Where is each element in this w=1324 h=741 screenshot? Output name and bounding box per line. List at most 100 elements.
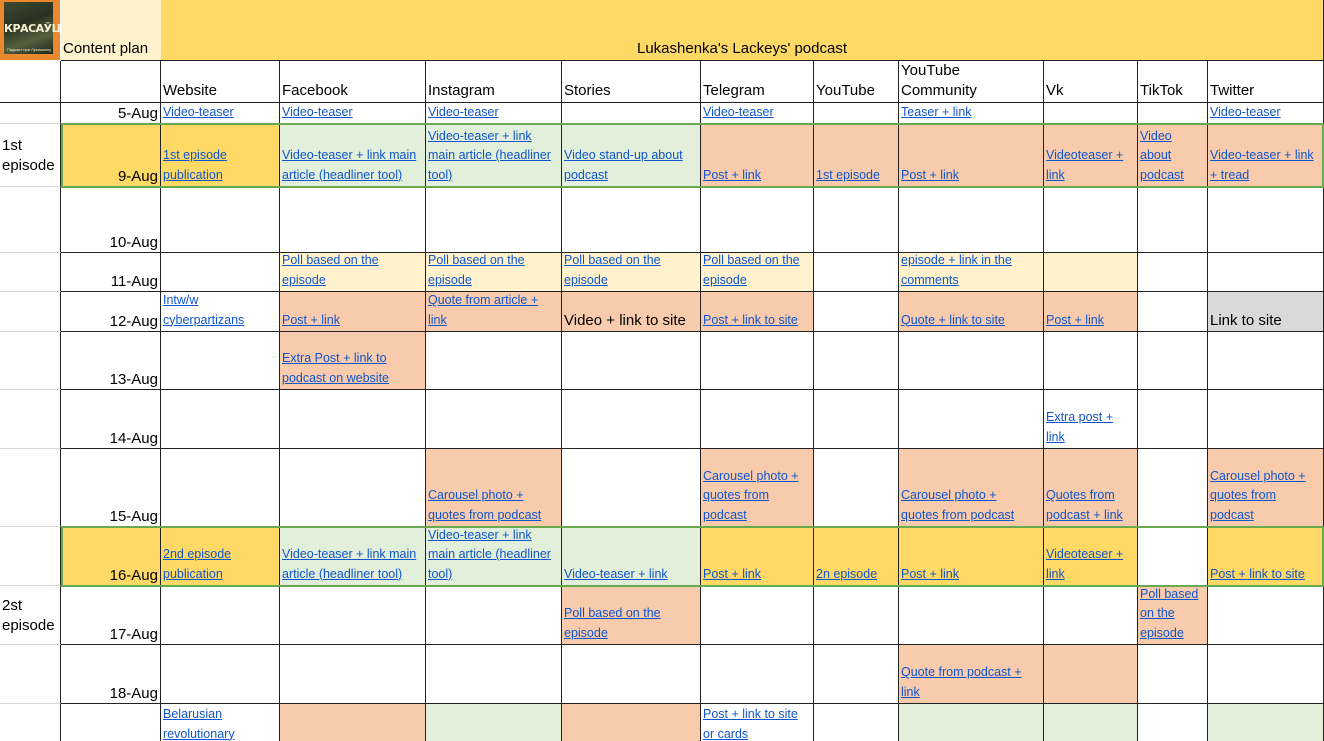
plan-cell-youtube-community[interactable]: episode + link in the comments	[899, 253, 1044, 292]
cell-link[interactable]: 1st episode	[816, 167, 880, 182]
cell-link[interactable]: Poll based on the episode	[564, 253, 661, 287]
content-plan-title-cell[interactable]: Content plan	[61, 0, 161, 61]
plan-cell-vk[interactable]: Extra post + link	[1044, 390, 1138, 449]
cell-link[interactable]: Video-teaser + link main article (headli…	[282, 148, 417, 182]
date-cell[interactable]: 14-Aug	[61, 390, 161, 449]
cell-link[interactable]: Extra Post + link to podcast on website	[282, 351, 390, 385]
plan-cell-vk[interactable]: Videoteaser + link	[1044, 124, 1138, 187]
plan-cell-telegram[interactable]: Poll based on the episode	[701, 253, 814, 292]
column-header-instagram[interactable]: Instagram	[426, 61, 562, 103]
episode-label-cell[interactable]	[0, 103, 61, 124]
column-header-vk[interactable]: Vk	[1044, 61, 1138, 103]
cell-link[interactable]: Carousel photo + quotes from podcast	[703, 468, 799, 522]
column-header-stories[interactable]: Stories	[562, 61, 701, 103]
plan-cell-website[interactable]: Belarusian revolutionary	[161, 704, 280, 741]
episode-label-cell[interactable]	[0, 449, 61, 527]
plan-cell-facebook[interactable]	[280, 390, 426, 449]
plan-cell-vk[interactable]	[1044, 253, 1138, 292]
plan-cell-instagram[interactable]: Carousel photo + quotes from podcast	[426, 449, 562, 527]
plan-cell-youtube-community[interactable]: Carousel photo + quotes from podcast	[899, 449, 1044, 527]
plan-cell-vk[interactable]: Post + link	[1044, 292, 1138, 332]
plan-cell-youtube[interactable]: 1st episode	[814, 124, 899, 187]
cell-link[interactable]: Extra post + link	[1046, 410, 1114, 444]
cell-link[interactable]: Carousel photo + quotes from podcast	[428, 488, 542, 522]
cell-link[interactable]: Video-teaser + link	[564, 566, 668, 581]
date-cell[interactable]: 11-Aug	[61, 253, 161, 292]
date-cell[interactable]: 13-Aug	[61, 332, 161, 390]
plan-cell-youtube-community[interactable]: Teaser + link	[899, 103, 1044, 124]
plan-cell-twitter[interactable]: Carousel photo + quotes from podcast	[1208, 449, 1324, 527]
cell-link[interactable]: 1st episode publication	[163, 148, 227, 182]
plan-cell-vk[interactable]	[1044, 332, 1138, 390]
column-header-telegram[interactable]: Telegram	[701, 61, 814, 103]
plan-cell-stories[interactable]: Poll based on the episode	[562, 586, 701, 645]
cell-link[interactable]: Video stand-up about podcast	[564, 148, 683, 182]
plan-cell-vk[interactable]: Quotes from podcast + link	[1044, 449, 1138, 527]
cell-link[interactable]: Post + link to site	[1210, 566, 1305, 581]
plan-cell-website[interactable]	[161, 187, 280, 253]
plan-cell-youtube[interactable]	[814, 704, 899, 741]
plan-cell-website[interactable]	[161, 332, 280, 390]
episode-label-cell[interactable]	[0, 292, 61, 332]
plan-cell-vk[interactable]	[1044, 645, 1138, 704]
plan-cell-tiktok[interactable]	[1138, 449, 1208, 527]
episode-label-cell[interactable]	[0, 645, 61, 704]
plan-cell-facebook[interactable]: Video-teaser + link main article (headli…	[280, 124, 426, 187]
column-header-facebook[interactable]: Facebook	[280, 61, 426, 103]
cell-link[interactable]: Post + link to site	[703, 312, 798, 327]
plan-cell-tiktok[interactable]	[1138, 187, 1208, 253]
plan-cell-stories[interactable]	[562, 187, 701, 253]
plan-cell-youtube[interactable]	[814, 187, 899, 253]
plan-cell-tiktok[interactable]	[1138, 704, 1208, 741]
plan-cell-facebook[interactable]	[280, 645, 426, 704]
plan-cell-youtube-community[interactable]	[899, 390, 1044, 449]
plan-cell-youtube-community[interactable]: Quote + link to site	[899, 292, 1044, 332]
plan-cell-stories[interactable]: Poll based on the episode	[562, 253, 701, 292]
date-cell[interactable]: 9-Aug	[61, 124, 161, 187]
plan-cell-twitter[interactable]	[1208, 586, 1324, 645]
plan-cell-instagram[interactable]: Video-teaser + link main article (headli…	[426, 527, 562, 586]
plan-cell-vk[interactable]	[1044, 704, 1138, 741]
plan-cell-youtube[interactable]	[814, 103, 899, 124]
cell-link[interactable]: Video-teaser	[282, 104, 353, 119]
plan-cell-tiktok[interactable]	[1138, 103, 1208, 124]
cell-link[interactable]: Post + link	[901, 167, 960, 182]
cell-link[interactable]: Video-teaser	[163, 104, 234, 119]
episode-label-cell[interactable]	[0, 586, 61, 645]
episode-label-cell[interactable]	[0, 124, 61, 187]
plan-cell-tiktok[interactable]: Poll based on the episode	[1138, 586, 1208, 645]
plan-cell-website[interactable]: 2nd episode publication	[161, 527, 280, 586]
plan-cell-facebook[interactable]: Post + link	[280, 292, 426, 332]
plan-cell-telegram[interactable]: Video-teaser	[701, 103, 814, 124]
date-cell[interactable]: 10-Aug	[61, 187, 161, 253]
cell-link[interactable]: Poll based on the episode	[564, 606, 661, 640]
plan-cell-vk[interactable]: Videoteaser + link	[1044, 527, 1138, 586]
cell-link[interactable]: episode + link in the comments	[901, 253, 1012, 287]
plan-cell-youtube-community[interactable]: Quote from podcast + link	[899, 645, 1044, 704]
episode-label-cell[interactable]	[0, 390, 61, 449]
column-header-twitter[interactable]: Twitter	[1208, 61, 1324, 103]
cell-link[interactable]: Post + link	[282, 312, 341, 327]
cell-link[interactable]: Carousel photo + quotes from podcast	[901, 488, 1015, 522]
plan-cell-website[interactable]	[161, 586, 280, 645]
plan-cell-website[interactable]	[161, 390, 280, 449]
plan-cell-instagram[interactable]: Poll based on the episode	[426, 253, 562, 292]
plan-cell-stories[interactable]	[562, 645, 701, 704]
plan-cell-twitter[interactable]	[1208, 253, 1324, 292]
plan-cell-website[interactable]: Video-teaser	[161, 103, 280, 124]
plan-cell-facebook[interactable]	[280, 586, 426, 645]
plan-cell-telegram[interactable]	[701, 645, 814, 704]
plan-cell-facebook[interactable]: Poll based on the episode	[280, 253, 426, 292]
cell-link[interactable]: Post + link	[901, 566, 960, 581]
plan-cell-stories[interactable]	[562, 332, 701, 390]
plan-cell-instagram[interactable]: Quote from article + link	[426, 292, 562, 332]
plan-cell-youtube-community[interactable]	[899, 187, 1044, 253]
column-header-tiktok[interactable]: TikTok	[1138, 61, 1208, 103]
plan-cell-twitter[interactable]: Video-teaser + link + tread	[1208, 124, 1324, 187]
plan-cell-twitter[interactable]	[1208, 645, 1324, 704]
cell-link[interactable]: 2n episode	[816, 566, 878, 581]
plan-cell-vk[interactable]	[1044, 187, 1138, 253]
plan-cell-instagram[interactable]	[426, 187, 562, 253]
plan-cell-tiktok[interactable]	[1138, 292, 1208, 332]
plan-cell-tiktok[interactable]: Video about podcast	[1138, 124, 1208, 187]
